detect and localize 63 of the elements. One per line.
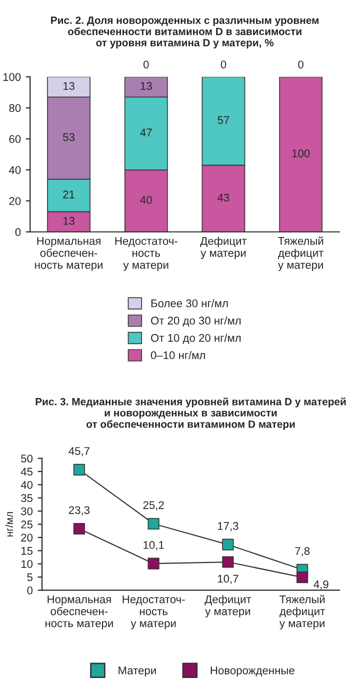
y-tick-label: 100 <box>3 73 21 81</box>
x-tick-label: Тяжелый дефицит у матери <box>279 594 325 630</box>
y-tick-label: 25 <box>21 520 33 528</box>
x-tick-label: Дефицит у матери <box>200 236 247 260</box>
bar <box>279 76 323 232</box>
y-tick-label: 40 <box>8 166 21 174</box>
y-tick-label: 20 <box>9 197 21 206</box>
y-tick-label: 15 <box>21 547 33 555</box>
y-tick-label: 50 <box>21 454 33 462</box>
x-tick-label: Нормальная обеспечен- ность матери <box>45 596 113 630</box>
point <box>296 572 308 584</box>
y-tick-label: 30 <box>21 507 33 516</box>
point <box>148 558 160 570</box>
chart-title: Рис. 2. Доля новорожденных с различным уровнем обеспеченности витамином D в зависимости от уровня витамина D у матери, % <box>51 16 319 48</box>
data-label: 25,2 <box>143 501 164 510</box>
y-tick-label: 80 <box>9 104 21 112</box>
data-label: 47 <box>140 128 152 136</box>
data-label: 0 <box>298 60 304 68</box>
data-label: 53 <box>63 133 74 142</box>
data-label: 0 <box>220 60 226 68</box>
chart-title: Рис. 3. Медианные значения уровней витамина D у матерей и новорожденных в зависимости от обеспеченности витамином D матери <box>36 397 346 430</box>
data-label: 10,1 <box>144 541 164 550</box>
data-label: 10,7 <box>218 574 238 584</box>
y-tick-label: 35 <box>21 494 33 502</box>
y-tick-label: 10 <box>21 560 33 568</box>
x-tick-label: Дефицит у матери <box>204 595 252 618</box>
data-label: 0 <box>143 60 149 68</box>
data-label: 7,8 <box>295 547 310 556</box>
x-tick-label: Недостаточ- ность у матери <box>115 237 178 272</box>
y-tick-label: 20 <box>21 534 33 542</box>
y-tick-label: 0 <box>15 228 21 236</box>
y-tick-label: 40 <box>20 480 33 489</box>
point <box>222 538 234 550</box>
point <box>148 518 160 530</box>
legend-label: Матери <box>118 666 156 677</box>
legend-label: Более 30 нг/мл <box>151 299 228 308</box>
data-label: 13 <box>140 82 152 90</box>
data-label: 100 <box>292 149 310 158</box>
data-label: 17,3 <box>218 522 238 532</box>
data-label: 13 <box>63 216 74 225</box>
legend-label: От 20 до 30 нг/мл <box>151 316 241 327</box>
y-tick-label: 45 <box>20 468 33 476</box>
data-label: 40 <box>140 196 152 204</box>
data-label: 21 <box>63 190 74 198</box>
legend-label: Новорожденные <box>210 666 294 677</box>
point <box>73 522 85 535</box>
y-tick-label: 5 <box>27 573 33 582</box>
point <box>73 464 85 476</box>
y-axis-title: нг/мл <box>5 512 13 536</box>
y-tick-label: 0 <box>27 586 33 594</box>
data-label: 23,3 <box>68 506 90 516</box>
legend-label: 0–10 нг/мл <box>150 351 205 360</box>
data-label: 45,7 <box>68 447 90 456</box>
x-tick-label: Нормальная обеспечен- ность матери <box>35 237 102 272</box>
x-tick-label: Тяжелый дефицит у матери <box>278 236 324 272</box>
data-label: 57 <box>218 116 230 124</box>
legend-label: От 10 до 20 нг/мл <box>151 334 241 344</box>
data-label: 4,9 <box>314 580 328 590</box>
point <box>222 556 234 568</box>
x-tick-label: Недостаточ- ность у матери <box>122 596 185 630</box>
data-label: 13 <box>63 82 74 90</box>
data-label: 43 <box>218 194 230 202</box>
y-tick-label: 60 <box>9 135 21 143</box>
